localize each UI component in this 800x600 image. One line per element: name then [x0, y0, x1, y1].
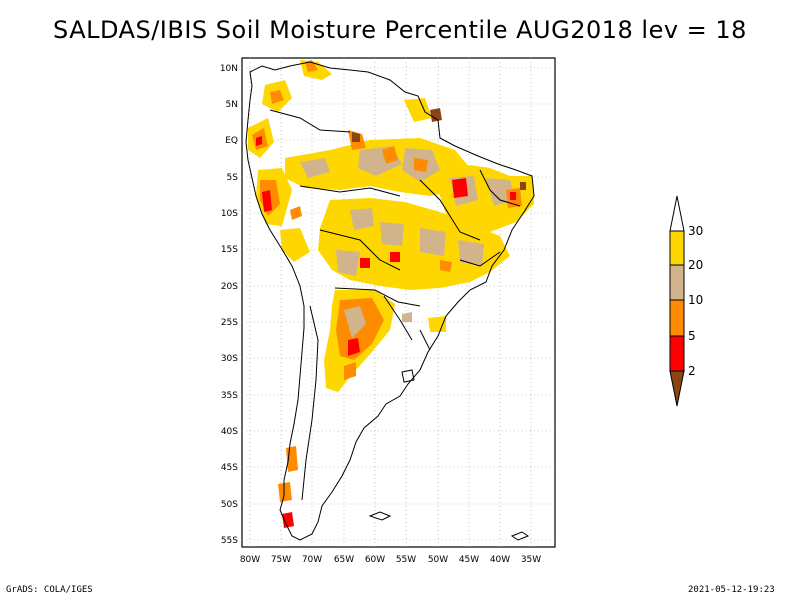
lat-tick-label: 5N: [226, 100, 238, 110]
lon-tick-label: 50W: [428, 555, 448, 565]
lon-tick-label: 70W: [302, 555, 322, 565]
lon-tick-label: 45W: [459, 555, 479, 565]
colorbar-label: 30: [688, 224, 703, 238]
colorbar: [669, 195, 685, 407]
lon-tick-label: 40W: [490, 555, 510, 565]
lat-tick-label: 45S: [221, 463, 238, 473]
lat-tick-label: 10N: [220, 64, 238, 74]
lat-tick-label: 5S: [227, 173, 239, 183]
lat-tick-label: EQ: [225, 136, 238, 146]
lat-tick-label: 55S: [221, 536, 238, 546]
lat-tick-label: 35S: [221, 391, 238, 401]
colorbar-swatch: [669, 264, 685, 301]
islands: [368, 369, 530, 541]
lat-tick-label: 10S: [221, 209, 238, 219]
percentile-shading: [248, 60, 534, 528]
lat-tick-label: 20S: [221, 282, 238, 292]
lon-tick-label: 35W: [521, 555, 541, 565]
lat-tick-label: 50S: [221, 500, 238, 510]
colorbar-label: 5: [688, 329, 696, 343]
lon-tick-labels: 80W 75W 70W 65W 60W 55W 50W 45W 40W 35W: [240, 555, 541, 565]
colorbar-label: 10: [688, 293, 703, 307]
lon-tick-label: 55W: [396, 555, 416, 565]
colorbar-bottom-arrow: [669, 370, 685, 407]
colorbar-swatch: [669, 299, 685, 337]
lon-tick-label: 65W: [334, 555, 354, 565]
lat-tick-label: 15S: [221, 245, 238, 255]
lat-tick-label: 30S: [221, 354, 238, 364]
lat-tick-label: 25S: [221, 318, 238, 328]
colorbar-swatch: [669, 335, 685, 372]
colorbar-label: 2: [688, 364, 696, 378]
lat-tick-label: 40S: [221, 427, 238, 437]
colorbar-labels: 2 5 10 20 30: [688, 224, 703, 378]
colorbar-top-arrow: [669, 195, 685, 232]
footer-timestamp: 2021-05-12-19:23: [688, 585, 775, 595]
colorbar-label: 20: [688, 258, 703, 272]
footer-credit: GrADS: COLA/IGES: [6, 585, 93, 595]
coastline: [245, 61, 535, 541]
colorbar-swatch: [669, 230, 685, 266]
lat-tick-labels: 10N 5N EQ 5S 10S 15S 20S 25S 30S 35S 40S…: [220, 64, 238, 546]
lon-tick-label: 75W: [271, 555, 291, 565]
lon-tick-label: 60W: [365, 555, 385, 565]
lon-tick-label: 80W: [240, 555, 260, 565]
map-title: SALDAS/IBIS Soil Moisture Percentile AUG…: [53, 16, 747, 44]
